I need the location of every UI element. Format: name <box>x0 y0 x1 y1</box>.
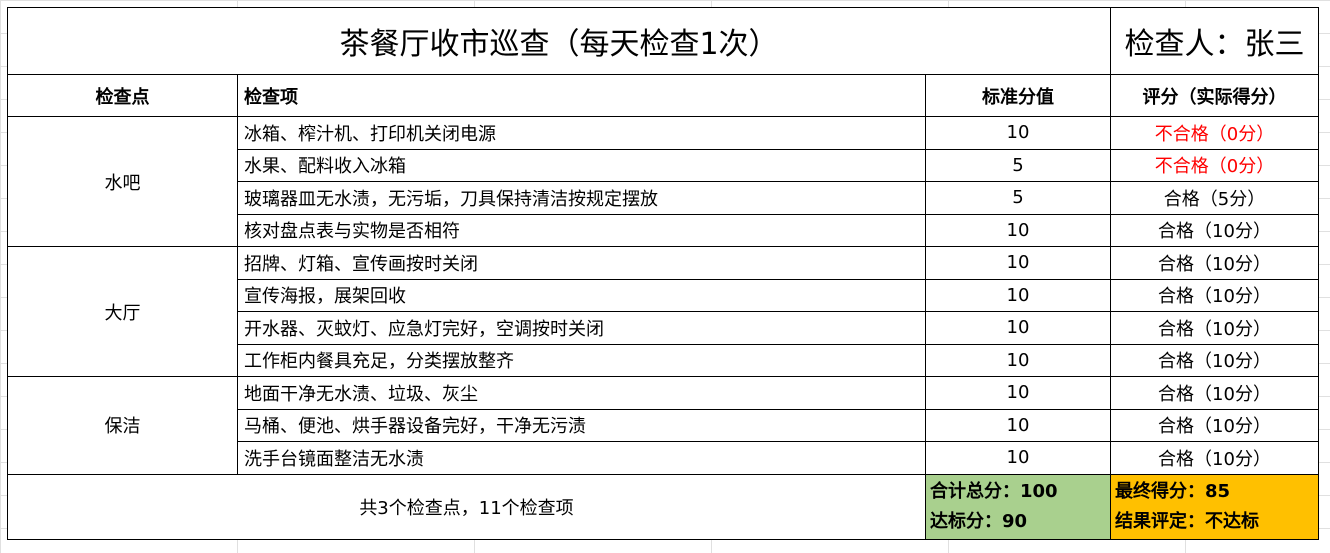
check-item[interactable]: 工作柜内餐具充足，分类摆放整齐 <box>237 343 926 377</box>
inspector[interactable]: 检查人：张三 <box>1110 7 1319 75</box>
table-row: 工作柜内餐具充足，分类摆放整齐 10 合格（10分） <box>8 343 1319 377</box>
actual-score[interactable]: 合格（10分） <box>1110 441 1319 475</box>
table-row: 核对盘点表与实物是否相符 10 合格（10分） <box>8 213 1319 247</box>
standard-score[interactable]: 10 <box>925 213 1111 247</box>
table-row: 洗手台镜面整洁无水渍 10 合格（10分） <box>8 441 1319 475</box>
check-item[interactable]: 玻璃器皿无水渍，无污垢，刀具保持清洁按规定摆放 <box>237 181 926 215</box>
table-row: 马桶、便池、烘手器设备完好，干净无污渍 10 合格（10分） <box>8 408 1319 442</box>
actual-score[interactable]: 合格（10分） <box>1110 246 1319 280</box>
standard-score[interactable]: 10 <box>925 278 1111 312</box>
final-score-cell[interactable]: 最终得分：85 结果评定：不达标 <box>1110 473 1319 540</box>
standard-score[interactable]: 10 <box>925 311 1111 345</box>
table-row: 水吧 冰箱、榨汁机、打印机关闭电源 10 不合格（0分） <box>7 116 1319 247</box>
passing-score: 达标分：90 <box>930 510 1028 532</box>
standard-score[interactable]: 10 <box>925 246 1111 280</box>
standard-score[interactable]: 5 <box>925 181 1111 215</box>
check-point[interactable]: 大厅 <box>7 246 238 377</box>
table-row: 保洁 地面干净无水渍、垃圾、灰尘 10 合格（10分） <box>7 376 1319 475</box>
standard-score[interactable]: 10 <box>925 408 1111 442</box>
actual-score[interactable]: 合格（10分） <box>1110 408 1319 442</box>
standard-score[interactable]: 5 <box>925 148 1111 182</box>
standard-score[interactable]: 10 <box>925 116 1111 150</box>
check-point[interactable]: 水吧 <box>7 116 238 247</box>
table-row: 水果、配料收入冰箱 5 不合格（0分） <box>8 148 1319 182</box>
sheet-title[interactable]: 茶餐厅收市巡查（每天检查1次） <box>7 7 1111 75</box>
standard-score[interactable]: 10 <box>925 343 1111 377</box>
header-item[interactable]: 检查项 <box>237 74 926 117</box>
total-score: 合计总分：100 <box>930 480 1058 502</box>
actual-score[interactable]: 合格（10分） <box>1110 278 1319 312</box>
check-item[interactable]: 冰箱、榨汁机、打印机关闭电源 <box>237 116 926 150</box>
actual-score[interactable]: 合格（10分） <box>1110 343 1319 377</box>
final-score: 最终得分：85 <box>1115 480 1231 502</box>
actual-score[interactable]: 合格（10分） <box>1110 213 1319 247</box>
total-score-cell[interactable]: 合计总分：100 达标分：90 <box>925 473 1111 540</box>
check-item[interactable]: 核对盘点表与实物是否相符 <box>237 213 926 247</box>
table-row: 大厅 招牌、灯箱、宣传画按时关闭 10 合格（10分） <box>7 246 1319 377</box>
check-item[interactable]: 开水器、灭蚊灯、应急灯完好，空调按时关闭 <box>237 311 926 345</box>
check-item[interactable]: 招牌、灯箱、宣传画按时关闭 <box>237 246 926 280</box>
header-standard[interactable]: 标准分值 <box>925 74 1111 117</box>
check-item[interactable]: 洗手台镜面整洁无水渍 <box>237 441 926 475</box>
standard-score[interactable]: 10 <box>925 376 1111 410</box>
table-row: 宣传海报，展架回收 10 合格（10分） <box>8 278 1319 312</box>
actual-score[interactable]: 不合格（0分） <box>1110 148 1319 182</box>
header-score[interactable]: 评分（实际得分） <box>1110 74 1319 117</box>
check-item[interactable]: 水果、配料收入冰箱 <box>237 148 926 182</box>
check-item[interactable]: 地面干净无水渍、垃圾、灰尘 <box>237 376 926 410</box>
actual-score[interactable]: 合格（10分） <box>1110 376 1319 410</box>
result: 结果评定：不达标 <box>1115 510 1259 532</box>
check-point[interactable]: 保洁 <box>7 376 238 475</box>
actual-score[interactable]: 合格（10分） <box>1110 311 1319 345</box>
header-point[interactable]: 检查点 <box>7 74 238 117</box>
actual-score[interactable]: 合格（5分） <box>1110 181 1319 215</box>
standard-score[interactable]: 10 <box>925 441 1111 475</box>
check-item[interactable]: 宣传海报，展架回收 <box>237 278 926 312</box>
inspection-table: 茶餐厅收市巡查（每天检查1次） 检查人：张三 检查点 检查项 标准分值 评分（实… <box>7 7 1319 540</box>
summary[interactable]: 共3个检查点，11个检查项 <box>7 473 926 540</box>
actual-score[interactable]: 不合格（0分） <box>1110 116 1319 150</box>
check-item[interactable]: 马桶、便池、烘手器设备完好，干净无污渍 <box>237 408 926 442</box>
